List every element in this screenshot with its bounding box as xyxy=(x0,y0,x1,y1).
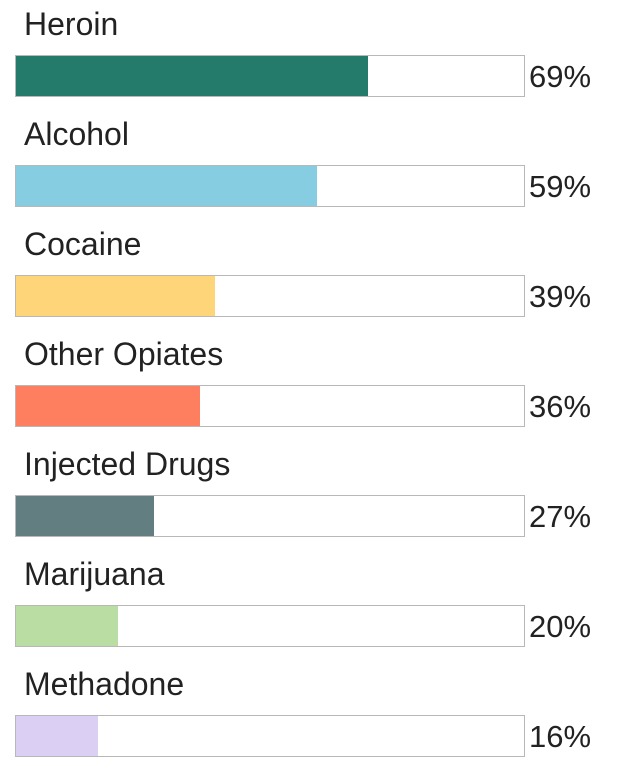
bar-fill xyxy=(16,386,200,426)
bar-fill xyxy=(16,166,317,206)
bar-fill xyxy=(16,716,98,756)
bar-row: Methadone 16% xyxy=(0,660,619,770)
bar-track xyxy=(15,275,525,317)
bar-row: Marijuana 20% xyxy=(0,550,619,660)
bar-track xyxy=(15,165,525,207)
value-label: 69% xyxy=(529,59,592,94)
value-label: 20% xyxy=(529,609,592,644)
bar-track xyxy=(15,715,525,757)
value-label: 27% xyxy=(529,499,592,534)
category-label: Injected Drugs xyxy=(24,446,231,482)
bar-row: Heroin 69% xyxy=(0,0,619,110)
category-label: Methadone xyxy=(24,666,185,702)
bar-row: Cocaine 39% xyxy=(0,220,619,330)
bar-track xyxy=(15,605,525,647)
bar-row: Injected Drugs 27% xyxy=(0,440,619,550)
bar-track xyxy=(15,385,525,427)
category-label: Other Opiates xyxy=(24,336,224,372)
bar-row: Other Opiates 36% xyxy=(0,330,619,440)
category-label: Heroin xyxy=(24,6,119,42)
value-label: 16% xyxy=(529,719,592,754)
value-label: 39% xyxy=(529,279,592,314)
bar-row: Alcohol 59% xyxy=(0,110,619,220)
bar-fill xyxy=(16,56,368,96)
bar-fill xyxy=(16,606,118,646)
category-label: Marijuana xyxy=(24,556,165,592)
bar-track xyxy=(15,495,525,537)
bar-fill xyxy=(16,276,215,316)
category-label: Cocaine xyxy=(24,226,142,262)
bar-fill xyxy=(16,496,154,536)
bar-track xyxy=(15,55,525,97)
value-label: 36% xyxy=(529,389,592,424)
value-label: 59% xyxy=(529,169,592,204)
category-label: Alcohol xyxy=(24,116,129,152)
